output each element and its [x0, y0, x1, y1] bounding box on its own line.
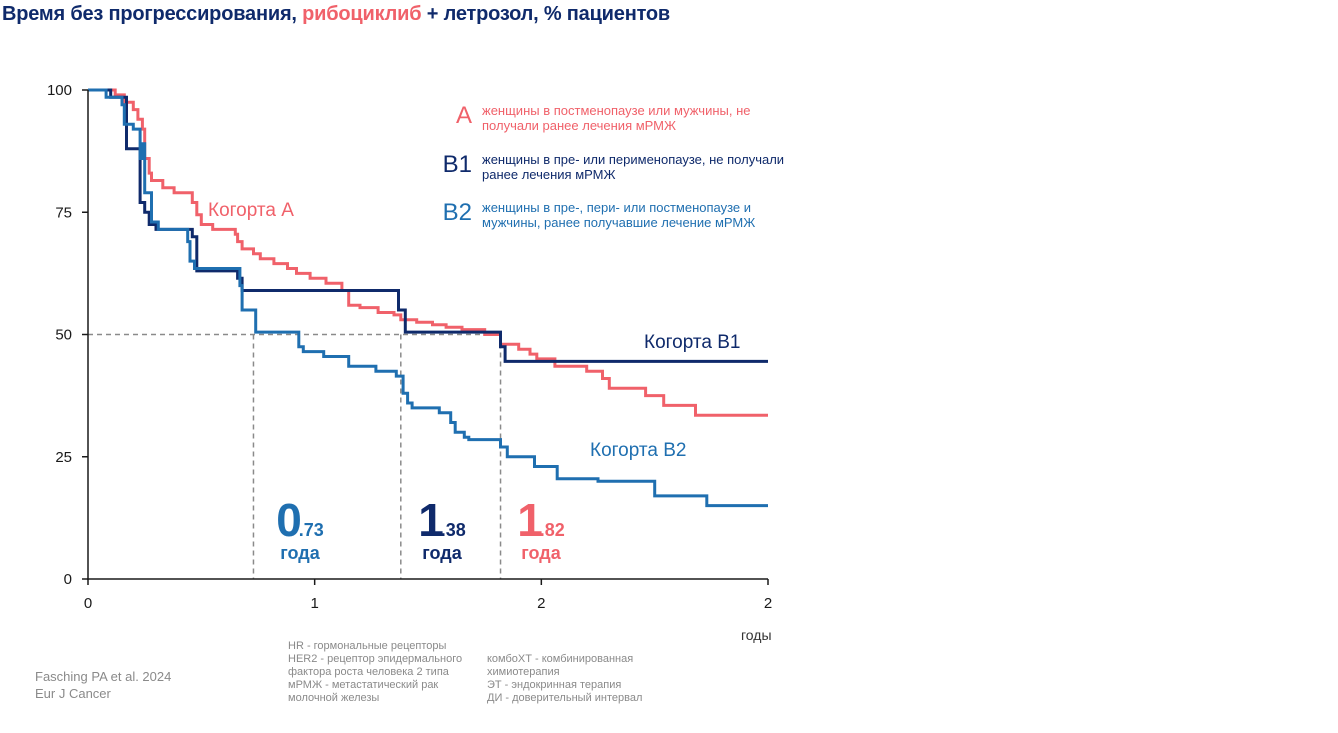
- abbr-combo-ht: комбоХТ - комбинированная химиотерапия: [487, 653, 634, 678]
- x-axis-unit: годы: [741, 627, 772, 643]
- x-tick-label-2: 2: [537, 595, 545, 612]
- abbreviations-col-2: комбоХТ - комбинированная химиотерапия Э…: [487, 653, 667, 705]
- x-tick-label-1: 1: [310, 595, 318, 612]
- legend-desc-a: женщины в постменопаузе или мужчины, не …: [482, 103, 751, 133]
- legend-desc-b1: женщины в пре- или перименопаузе, не пол…: [482, 152, 785, 182]
- source-line-1: Fasching PA et al. 2024: [35, 669, 172, 684]
- y-tick-label-75: 75: [55, 204, 72, 221]
- cohort-label-a: Когорта A: [208, 200, 294, 221]
- median-b1-dec: .38: [440, 520, 466, 540]
- title-drug-accent: рибоциклиб: [302, 3, 422, 25]
- median-label-b1: 1.38 года: [410, 497, 474, 563]
- series-line-a: [88, 88, 768, 417]
- source-citation: Fasching PA et al. 2024 Eur J Cancer: [35, 668, 171, 702]
- median-b1-int: 1: [418, 494, 444, 546]
- abbreviations-col-1: HR - гормональные рецепторы HER2 - рецеп…: [288, 640, 468, 705]
- median-b1-unit: года: [422, 543, 462, 563]
- median-b2-int: 0: [276, 494, 302, 546]
- median-a-unit: года: [521, 543, 561, 563]
- x-tick-label-3: 2: [764, 595, 772, 612]
- y-tick-label-50: 50: [55, 327, 72, 344]
- legend-desc-b2: женщины в пре-, пери- или постменопаузе …: [482, 200, 756, 230]
- axes: 0 25 50 75 100 0 1 2 2: [47, 82, 772, 612]
- abbr-mrmzh: мРМЖ - метастатический рак молочной желе…: [288, 679, 439, 704]
- median-label-a: 1.82 года: [509, 497, 573, 563]
- title-part1: Время без прогрессирования,: [2, 3, 303, 25]
- series-line-b2: [88, 88, 768, 508]
- median-a-int: 1: [517, 494, 543, 546]
- y-tick-label-0: 0: [64, 571, 72, 588]
- series-line-b1: [88, 88, 768, 363]
- series-lines: [88, 88, 768, 508]
- median-b2-unit: года: [280, 543, 320, 563]
- abbr-et: ЭТ - эндокринная терапия: [487, 679, 622, 691]
- abbr-hr: HR - гормональные рецепторы: [288, 640, 447, 652]
- abbr-di: ДИ - доверительный интервал: [487, 692, 643, 704]
- median-a-dec: .82: [539, 520, 565, 540]
- legend-code-b1: B1: [442, 151, 472, 178]
- y-tick-label-100: 100: [47, 82, 72, 99]
- title-part2: + летрозол, % пациентов: [421, 3, 671, 25]
- median-b2-dec: .73: [298, 520, 324, 540]
- source-line-2: Eur J Cancer: [35, 686, 111, 701]
- legend-code-a: A: [455, 102, 472, 129]
- abbr-her2: HER2 - рецептор эпидермального фактора р…: [288, 653, 463, 678]
- legend-code-b2: B2: [442, 199, 472, 226]
- cohort-label-b2: Когорта B2: [590, 440, 687, 461]
- chart-title: Время без прогрессирования, рибоциклиб +…: [2, 3, 670, 26]
- median-label-b2: 0.73 года: [260, 497, 340, 563]
- y-tick-label-25: 25: [55, 449, 72, 466]
- x-tick-label-0: 0: [84, 595, 92, 612]
- cohort-label-b1: Когорта B1: [644, 332, 741, 353]
